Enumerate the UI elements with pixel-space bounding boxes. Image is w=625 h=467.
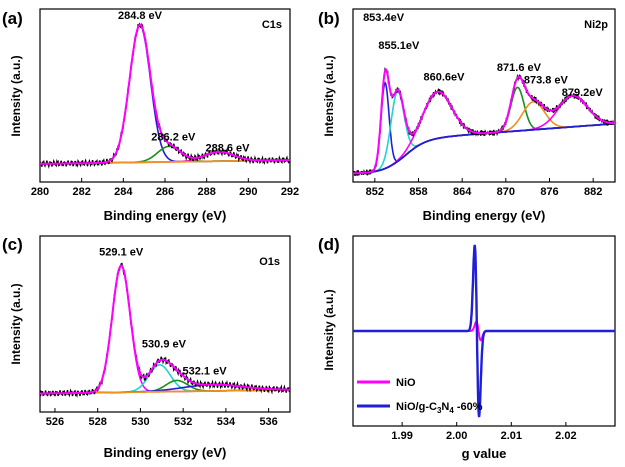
panel-a-frame bbox=[39, 8, 291, 183]
x-tick-label: 2.02 bbox=[555, 430, 576, 442]
peak-annotation: 288.6 eV bbox=[205, 142, 250, 154]
panel-label-b: (b) bbox=[318, 9, 340, 28]
peak-annotation: 530.9 eV bbox=[142, 339, 187, 351]
legend: NiO NiO/g-C3N4 -60% bbox=[357, 377, 483, 415]
fit-envelope bbox=[40, 23, 290, 165]
x-tick-label: 292 bbox=[281, 186, 299, 198]
panel-a-annotations: 284.8 eV 286.2 eV 288.6 eV bbox=[118, 10, 250, 154]
fit-component bbox=[353, 86, 616, 175]
panel-a: (a) C1s 280 282 284 286 288 290 292 284.8 eV28… bbox=[2, 8, 299, 223]
x-tick-label: 882 bbox=[584, 186, 602, 198]
fit-envelope bbox=[40, 264, 290, 395]
peak-annotation: 871.6 eV bbox=[497, 62, 542, 74]
y-axis-label-d: Intensity (a.u.) bbox=[322, 289, 336, 370]
panel-c-ticks: 526 528 530 532 534 536 bbox=[46, 408, 278, 428]
panel-d: (d) 1.99 2.00 2.01 2.02 NiO NiO/g-C3N4 -60%… bbox=[318, 235, 616, 461]
x-tick-label: 1.99 bbox=[391, 430, 412, 442]
x-tick-label: 852 bbox=[366, 186, 384, 198]
panel-label-a: (a) bbox=[2, 9, 23, 28]
panel-b-ticks: 852 858 864 870 876 882 bbox=[366, 178, 602, 198]
x-axis-label-b: Binding energy (eV) bbox=[423, 208, 546, 223]
panel-d-ticks: 1.99 2.00 2.01 2.02 bbox=[391, 422, 577, 442]
x-tick-label: 536 bbox=[259, 416, 277, 428]
fit-envelope bbox=[353, 67, 615, 175]
x-tick-label: 2.00 bbox=[446, 430, 467, 442]
peak-annotation: 879.2eV bbox=[562, 87, 604, 99]
x-tick-label: 870 bbox=[497, 186, 515, 198]
panel-c-frame bbox=[39, 235, 291, 413]
panel-a-curves bbox=[39, 22, 291, 169]
raw-data-line bbox=[39, 262, 291, 398]
panel-b-frame bbox=[352, 8, 616, 183]
x-tick-label: 280 bbox=[31, 186, 49, 198]
element-label-ni2p: Ni2p bbox=[584, 19, 608, 31]
panel-d-curves bbox=[353, 244, 615, 418]
x-tick-label: 290 bbox=[239, 186, 257, 198]
peak-annotation: 853.4eV bbox=[363, 12, 405, 24]
x-tick-label: 858 bbox=[409, 186, 427, 198]
element-label-o1s: O1s bbox=[259, 256, 280, 268]
peak-annotation: 286.2 eV bbox=[151, 131, 196, 143]
x-tick-label: 534 bbox=[217, 416, 236, 428]
element-label-c1s: C1s bbox=[262, 19, 282, 31]
panel-c: (c) O1s 526 528 530 532 534 536 529.1 eV 530.9… bbox=[2, 235, 291, 460]
series-line bbox=[353, 244, 615, 418]
fit-component bbox=[40, 264, 290, 395]
panel-label-c: (c) bbox=[2, 235, 23, 254]
x-tick-label: 528 bbox=[89, 416, 107, 428]
panel-b: (b) Ni2p 852 858 864 870 876 882 853.4eV 855.1… bbox=[318, 8, 616, 223]
x-tick-label: 282 bbox=[72, 186, 90, 198]
x-tick-label: 286 bbox=[156, 186, 174, 198]
y-axis-label-a: Intensity (a.u.) bbox=[9, 55, 23, 136]
x-axis-label-d: g value bbox=[462, 446, 507, 461]
peak-annotation: 529.1 eV bbox=[99, 247, 144, 259]
x-axis-label-a: Binding energy (eV) bbox=[104, 208, 227, 223]
x-axis-label-c: Binding energy (eV) bbox=[104, 445, 227, 460]
x-tick-label: 876 bbox=[540, 186, 558, 198]
legend-label-composite: NiO/g-C3N4 -60% bbox=[396, 401, 483, 415]
x-tick-label: 526 bbox=[46, 416, 64, 428]
x-tick-label: 2.01 bbox=[501, 430, 522, 442]
x-tick-label: 532 bbox=[174, 416, 192, 428]
panel-a-ticks: 280 282 284 286 288 290 292 bbox=[31, 178, 299, 198]
legend-label-nio: NiO bbox=[396, 377, 416, 389]
peak-annotation: 873.8 eV bbox=[524, 74, 569, 86]
raw-data-line bbox=[352, 67, 616, 177]
peak-annotation: 860.6eV bbox=[423, 71, 465, 83]
y-axis-label-c: Intensity (a.u.) bbox=[9, 283, 23, 364]
raw-data-line bbox=[39, 22, 291, 169]
y-axis-label-b: Intensity (a.u.) bbox=[322, 55, 336, 136]
panel-label-d: (d) bbox=[318, 235, 340, 254]
x-tick-label: 864 bbox=[453, 186, 472, 198]
panel-c-annotations: 529.1 eV 530.9 eV 532.1 eV bbox=[99, 247, 227, 378]
x-tick-label: 284 bbox=[114, 186, 133, 198]
panel-c-curves bbox=[39, 262, 291, 398]
peak-annotation: 855.1eV bbox=[378, 40, 420, 52]
panel-b-curves bbox=[352, 67, 616, 177]
peak-annotation: 284.8 eV bbox=[118, 10, 163, 22]
x-tick-label: 288 bbox=[197, 186, 215, 198]
peak-annotation: 532.1 eV bbox=[183, 366, 228, 378]
x-tick-label: 530 bbox=[131, 416, 149, 428]
